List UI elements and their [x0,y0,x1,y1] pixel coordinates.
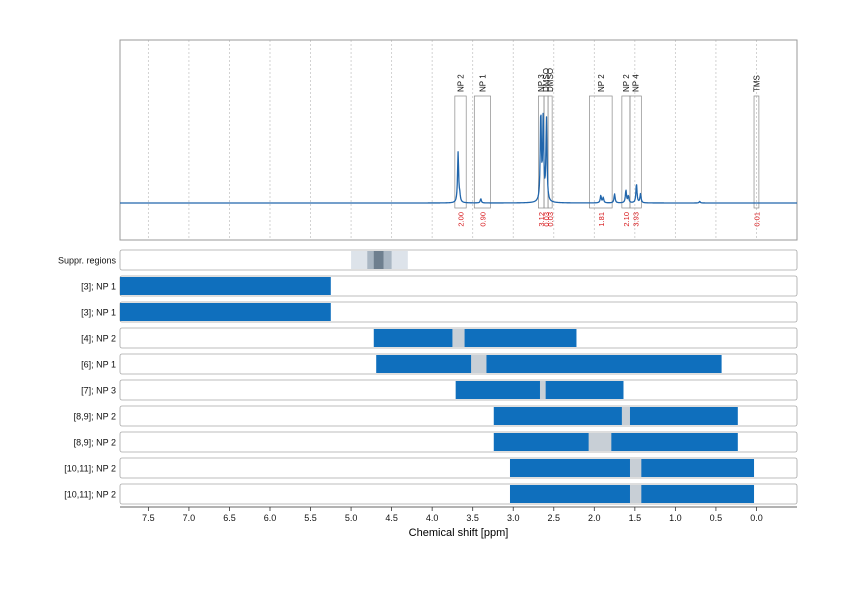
row-label: [7]; NP 3 [81,386,116,396]
row-label: Suppr. regions [58,256,117,266]
peak-label: DMSO [542,68,551,92]
x-tick-label: 2.5 [548,513,561,523]
region-bar [493,407,738,425]
integral-value: 1.81 [597,212,606,227]
x-tick-label: 5.5 [304,513,317,523]
spectrum-line [119,112,798,204]
peak-annotations: NP 2 2.00 NP 1 0.90 NP 3 3.12 DMSO 0.03 DMSO 0.03… [454,68,761,227]
region-bar [120,303,331,321]
region-gap [539,381,546,399]
x-tick-label: 7.0 [183,513,196,523]
row-label: [10,11]; NP 2 [64,464,116,474]
x-tick-label: 7.5 [142,513,155,523]
peak-label: NP 3 [537,74,546,92]
x-axis-label: Chemical shift [ppm] [409,527,509,539]
x-tick-label: 1.0 [669,513,682,523]
peak-label: NP 1 [478,74,487,92]
peak-label: TMS [752,75,761,92]
region-bar [455,381,624,399]
peak-label: NP 2 [597,74,606,92]
row-label: [8,9]; NP 2 [74,438,116,448]
peak-label: NP 2 [622,74,631,92]
x-tick-label: 0.0 [750,513,763,523]
region-bar [120,277,331,295]
peak-region-box [753,95,760,209]
region-gap [621,407,630,425]
region-bar [376,355,722,373]
peak-region-box [547,95,553,209]
peak-region-box [589,95,613,209]
row-label: [3]; NP 1 [81,282,116,292]
peak-region-box [629,95,642,209]
row-label: [3]; NP 1 [81,308,116,318]
x-tick-label: 3.5 [466,513,479,523]
row-frame [119,249,798,271]
x-tick-label: 1.5 [629,513,642,523]
x-tick-label: 5.0 [345,513,358,523]
integral-value: 2.10 [622,212,631,227]
peak-region-box [473,95,491,209]
integral-value: 0.03 [542,212,551,227]
integral-value: 0.03 [546,212,555,227]
region-bar [373,329,577,347]
integral-value: 0.01 [752,212,761,227]
peak-region-box [454,95,467,209]
row-label: [4]; NP 2 [81,334,116,344]
x-tick-label: 6.5 [223,513,236,523]
region-bar [493,433,738,451]
peak-label: DMSO [546,68,555,92]
region-gap [588,433,612,451]
region-rows: Suppr. regions [3]; NP 1 [3]; NP 1 [4]; NP … [58,249,798,505]
integral-value: 2.00 [457,212,466,227]
integral-value: 3.12 [537,212,546,227]
x-tick-label: 6.0 [264,513,277,523]
x-axis: 7.5 7.0 6.5 6.0 5.5 5.0 4.5 4.0 3.5 3.0 2.5 2.0 1.5 1… [120,506,797,523]
integral-value: 0.90 [478,212,487,227]
x-tick-label: 4.0 [426,513,439,523]
suppression-region [373,251,384,269]
peak-label: NP 2 [457,74,466,92]
row-label: [6]; NP 1 [81,360,116,370]
spectrum-panel [119,39,798,241]
x-tick-label: 4.5 [385,513,398,523]
grid-lines [147,40,757,240]
x-tick-label: 3.0 [507,513,520,523]
row-label: [10,11]; NP 2 [64,490,116,500]
region-gap [629,485,642,503]
region-gap [629,459,642,477]
region-gap [471,355,487,373]
integral-value: 3.93 [632,212,641,227]
x-tick-label: 0.5 [710,513,723,523]
row-label: [8,9]; NP 2 [74,412,116,422]
x-tick-label: 2.0 [588,513,601,523]
peak-label: NP 4 [632,74,641,92]
region-gap [452,329,465,347]
